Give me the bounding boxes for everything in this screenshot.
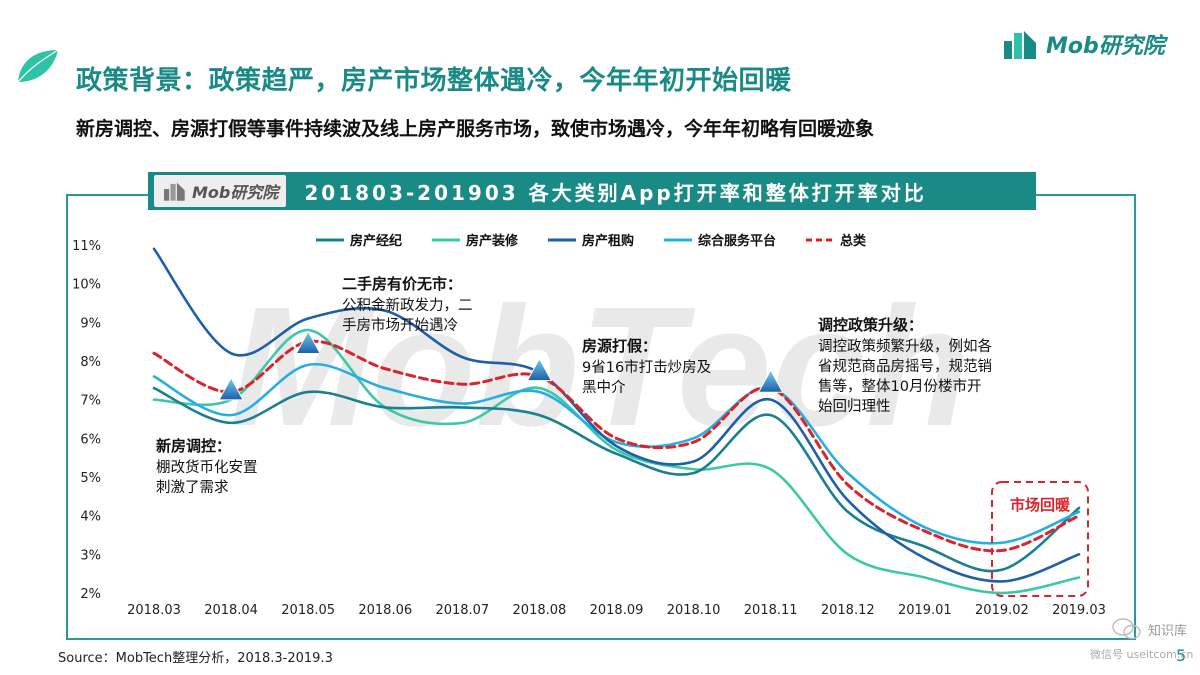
legend-label: 房产装修 [466, 233, 519, 249]
x-tick-label: 2018.06 [358, 603, 412, 618]
event-marker [295, 330, 322, 355]
y-tick-label: 9% [80, 316, 101, 331]
y-tick-label: 4% [80, 510, 101, 525]
x-tick-label: 2018.12 [821, 603, 875, 618]
wechat-watermark-name: 知识库 [1148, 624, 1188, 639]
y-tick-label: 2% [80, 587, 101, 602]
x-tick-label: 2018.10 [667, 603, 721, 618]
legend-item: 房产装修 [432, 233, 519, 249]
annotation-line: 公积金新政发力，二 [342, 297, 473, 314]
banner-logo: Mob研究院 [154, 175, 287, 207]
y-tick-label: 10% [72, 278, 101, 293]
x-tick-label: 2019.02 [975, 603, 1029, 618]
y-tick-label: 3% [80, 548, 101, 563]
y-tick-label: 11% [72, 239, 101, 254]
x-tick-label: 2018.09 [590, 603, 644, 618]
wechat-watermark-id: 微信号 useitcom.cn [1090, 648, 1194, 661]
annotation-line: 黑中介 [582, 379, 626, 396]
legend-label: 房产租购 [582, 233, 634, 249]
series-line-2 [152, 247, 1081, 583]
annotation-line: 棚改货币化安置 [156, 459, 258, 476]
market-recovery-box [991, 481, 1089, 597]
page-title: 政策背景：政策趋严，房产市场整体遇冷，今年年初开始回暖 [76, 66, 792, 96]
y-tick-label: 5% [80, 471, 101, 486]
annotation-heading: 二手房有价无市： [342, 275, 462, 293]
event-marker [757, 369, 784, 393]
x-tick-label: 2018.05 [281, 603, 335, 618]
annotation-line: 9省16市打击炒房及 [582, 359, 711, 376]
legend-item: 房产租购 [548, 233, 634, 249]
annotation-heading: 新房调控： [156, 437, 231, 455]
leaf-decoration-icon [17, 49, 59, 83]
logo-text: Mob研究院 [1046, 34, 1165, 59]
legend-label: 综合服务平台 [698, 233, 776, 249]
source-note: Source：MobTech整理分析，2018.3-2019.3 [58, 651, 333, 666]
x-tick-label: 2018.03 [127, 603, 181, 618]
y-tick-label: 7% [80, 394, 101, 409]
chart-banner: Mob研究院 201803-201903 各大类别App打开率和整体打开率对比 [148, 172, 1036, 210]
page-number: 5 [1176, 646, 1187, 665]
x-tick-label: 2019.01 [898, 603, 952, 618]
annotation-heading: 房源打假： [582, 337, 657, 355]
page-subtitle: 新房调控、房源打假等事件持续波及线上房产服务市场，致使市场遇冷，今年年初略有回暖… [76, 118, 875, 140]
legend-item: 房产经纪 [316, 233, 402, 249]
y-tick-label: 8% [80, 355, 101, 370]
market-recovery-label: 市场回暖 [1010, 496, 1071, 514]
series-line-0 [152, 386, 1081, 573]
annotation-line: 省规范商品房摇号，规范销 [818, 358, 992, 375]
annotation-line: 刺激了需求 [156, 479, 229, 496]
annotation-line: 手房市场开始遇冷 [342, 317, 458, 334]
x-tick-label: 2018.11 [744, 603, 798, 618]
mob-logo: Mob研究院 [1002, 24, 1165, 64]
mobtech-watermark: MobTech [230, 272, 970, 462]
wechat-icon [1112, 618, 1141, 640]
annotation-heading: 调控政策升级： [818, 316, 923, 334]
x-tick-label: 2019.03 [1052, 603, 1106, 618]
x-tick-label: 2018.08 [513, 603, 567, 618]
x-tick-label: 2018.04 [204, 603, 258, 618]
legend-label: 总类 [840, 233, 867, 249]
mob-logo-icon [1004, 31, 1036, 59]
annotation-line: 始回归理性 [818, 398, 891, 415]
legend-item: 综合服务平台 [664, 233, 776, 249]
event-marker [218, 376, 244, 401]
annotation-a4: 调控政策升级： 调控政策频繁升级，例如各省规范商品房摇号，规范销售等，整体10月份… [818, 316, 992, 415]
y-tick-label: 6% [80, 432, 101, 447]
series-line-3 [152, 362, 1081, 545]
legend-item: 总类 [806, 233, 867, 249]
event-marker [526, 357, 553, 382]
annotation-line: 售等，整体10月份楼市开 [818, 377, 981, 395]
annotation-line: 调控政策频繁升级，例如各 [818, 338, 992, 355]
legend-label: 房产经纪 [350, 233, 402, 249]
banner-logo-text: Mob研究院 [192, 183, 279, 202]
x-tick-label: 2018.07 [435, 603, 489, 618]
series-line-1 [152, 328, 1081, 595]
chart-title: 201803-201903 各大类别App打开率和整体打开率对比 [304, 180, 927, 205]
banner-logo-icon [164, 182, 185, 201]
